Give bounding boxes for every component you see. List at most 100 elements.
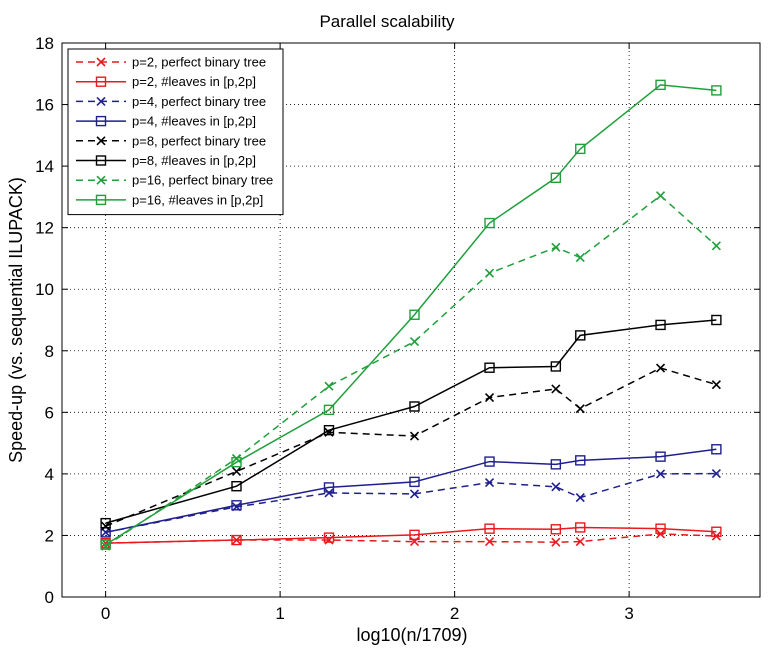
data-point	[484, 477, 495, 488]
legend: p=2, perfect binary tree p=2, #leaves in …	[67, 48, 284, 216]
series-layer	[100, 79, 722, 551]
data-point	[323, 424, 335, 436]
legend-item: p=2, perfect binary tree	[76, 55, 266, 70]
y-tick-label: 16	[35, 96, 54, 115]
data-point	[655, 451, 666, 462]
data-point	[484, 268, 495, 278]
series-2	[101, 469, 721, 537]
y-tick-label: 0	[45, 588, 54, 607]
data-point	[655, 469, 666, 479]
data-point	[324, 488, 334, 498]
data-point	[575, 404, 585, 414]
legend-marker	[96, 57, 106, 67]
legend-label: p=2, #leaves in [p,2p]	[132, 74, 256, 89]
data-point	[551, 242, 561, 252]
data-point	[409, 489, 420, 499]
data-point	[550, 524, 562, 535]
data-point	[575, 537, 585, 547]
legend-marker	[95, 155, 107, 166]
data-point	[575, 252, 585, 263]
data-point	[100, 517, 111, 529]
data-point	[655, 79, 666, 91]
data-point	[484, 456, 495, 467]
series-line	[105, 448, 717, 534]
series-line	[105, 533, 717, 544]
data-point	[231, 534, 242, 546]
legend-label: p=16, #leaves in [p,2p]	[132, 192, 263, 207]
series-7	[100, 79, 722, 550]
series-line	[105, 319, 717, 524]
data-point	[409, 529, 420, 541]
x-tick-label: 3	[624, 604, 633, 623]
data-point	[231, 500, 242, 511]
y-tick-label: 14	[35, 157, 54, 176]
data-point	[655, 319, 666, 331]
data-point	[655, 523, 666, 534]
legend-marker	[96, 175, 106, 185]
data-point	[711, 241, 721, 251]
series-1	[100, 522, 722, 549]
legend-label: p=4, #leaves in [p,2p]	[132, 114, 256, 129]
data-point	[575, 143, 586, 155]
x-tick-label: 1	[275, 604, 284, 623]
legend-label: p=8, perfect binary tree	[132, 133, 266, 148]
data-point	[409, 401, 420, 412]
data-point	[711, 469, 721, 479]
data-point	[655, 191, 666, 201]
y-tick-label: 8	[45, 342, 54, 361]
x-tick-label: 2	[450, 604, 459, 623]
legend-marker	[95, 76, 107, 87]
data-point	[484, 217, 495, 229]
data-point	[655, 363, 666, 373]
y-tick-label: 12	[35, 219, 54, 238]
legend-item: p=4, #leaves in [p,2p]	[76, 114, 256, 129]
series-0	[101, 529, 721, 548]
axes-box	[61, 42, 761, 598]
data-point	[323, 404, 335, 416]
data-point	[551, 537, 561, 547]
legend-marker	[95, 194, 107, 206]
x-axis-label: log10(n/1709)	[356, 625, 467, 645]
data-point	[231, 456, 242, 468]
data-point	[409, 309, 420, 320]
y-tick-label: 18	[35, 34, 54, 53]
data-point	[484, 537, 495, 547]
legend-label: p=8, #leaves in [p,2p]	[132, 153, 256, 168]
legend-label: p=4, perfect binary tree	[132, 94, 266, 109]
series-3	[100, 444, 722, 538]
x-tick-label: 0	[101, 604, 110, 623]
legend-label: p=16, perfect binary tree	[132, 173, 273, 188]
y-axis-label: Speed-up (vs. sequential ILUPACK)	[6, 177, 26, 463]
series-line	[105, 194, 717, 547]
chart-title: Parallel scalability	[319, 12, 455, 31]
y-tick-label: 6	[45, 403, 54, 422]
data-point	[323, 482, 335, 493]
data-point	[551, 384, 561, 394]
y-tick-label: 10	[35, 280, 54, 299]
series-line	[105, 84, 717, 546]
series-line	[105, 367, 717, 527]
data-point	[711, 85, 722, 96]
data-point	[231, 481, 242, 492]
data-point	[100, 539, 111, 550]
legend-item: p=16, perfect binary tree	[76, 173, 273, 188]
legend-item: p=8, perfect binary tree	[76, 133, 266, 148]
data-point	[324, 381, 334, 391]
data-point	[711, 314, 722, 326]
legend-marker	[95, 115, 107, 127]
data-point	[575, 330, 586, 341]
data-point	[711, 380, 721, 390]
data-point	[711, 526, 722, 537]
series-line	[105, 526, 717, 544]
data-point	[551, 482, 561, 492]
data-point	[409, 431, 420, 441]
data-point	[575, 455, 586, 466]
data-point	[711, 444, 722, 455]
data-point	[323, 532, 335, 543]
legend-item: p=4, perfect binary tree	[76, 94, 266, 109]
data-point	[231, 466, 242, 476]
data-point	[484, 362, 495, 373]
data-point	[101, 521, 111, 531]
